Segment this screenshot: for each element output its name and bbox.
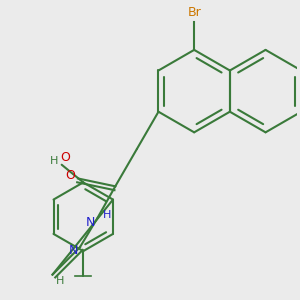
Text: H: H	[103, 210, 112, 220]
Text: O: O	[65, 169, 75, 182]
Text: Br: Br	[187, 6, 201, 19]
Text: N: N	[86, 216, 95, 229]
Text: O: O	[61, 152, 70, 164]
Text: N: N	[68, 244, 78, 256]
Text: H: H	[56, 275, 64, 286]
Text: H: H	[50, 156, 58, 166]
